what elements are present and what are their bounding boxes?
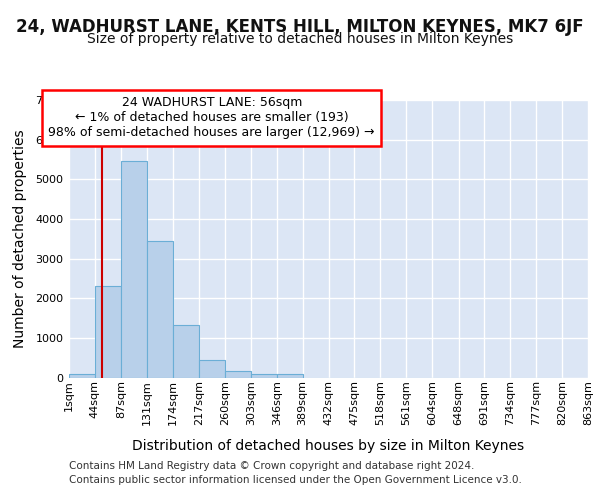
X-axis label: Distribution of detached houses by size in Milton Keynes: Distribution of detached houses by size … — [133, 440, 524, 454]
Bar — [147, 241, 173, 378]
Bar — [225, 371, 251, 378]
Text: Contains HM Land Registry data © Crown copyright and database right 2024.: Contains HM Land Registry data © Crown c… — [69, 461, 475, 471]
Y-axis label: Number of detached properties: Number of detached properties — [13, 130, 27, 348]
Text: Contains public sector information licensed under the Open Government Licence v3: Contains public sector information licen… — [69, 475, 522, 485]
Text: 24 WADHURST LANE: 56sqm
← 1% of detached houses are smaller (193)
98% of semi-de: 24 WADHURST LANE: 56sqm ← 1% of detached… — [49, 96, 375, 140]
Bar — [173, 325, 199, 378]
Text: 24, WADHURST LANE, KENTS HILL, MILTON KEYNES, MK7 6JF: 24, WADHURST LANE, KENTS HILL, MILTON KE… — [16, 18, 584, 36]
Bar — [95, 286, 121, 378]
Text: Size of property relative to detached houses in Milton Keynes: Size of property relative to detached ho… — [87, 32, 513, 46]
Bar — [199, 360, 225, 378]
Bar — [69, 374, 95, 378]
Bar — [251, 374, 277, 378]
Bar — [277, 374, 302, 378]
Bar — [121, 160, 147, 378]
